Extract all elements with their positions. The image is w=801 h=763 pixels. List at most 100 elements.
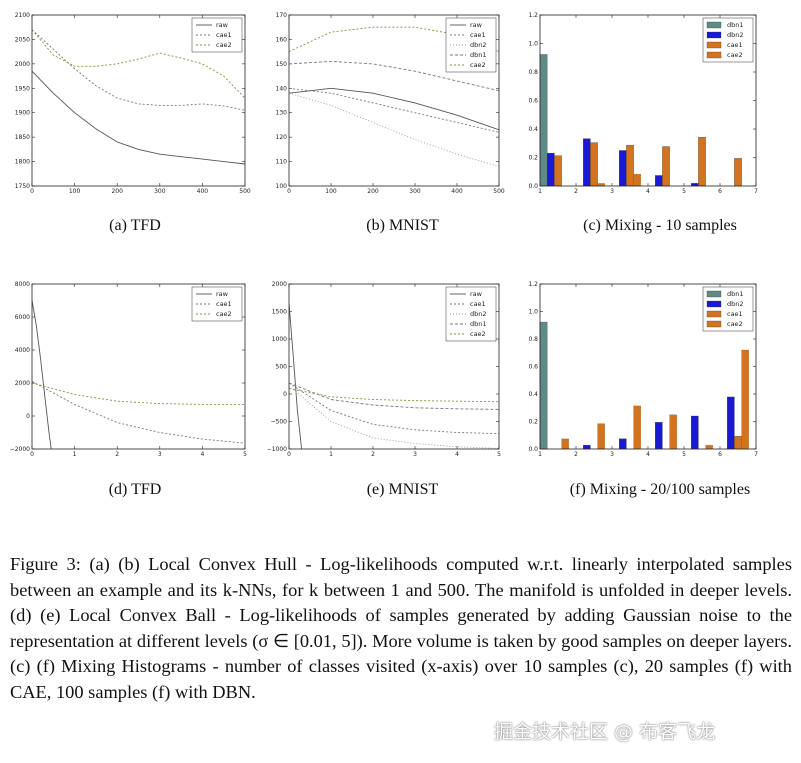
x-tick-label: 2 xyxy=(371,451,375,458)
x-tick-label: 6 xyxy=(718,188,722,195)
legend-label-cae2: cae2 xyxy=(216,41,232,49)
x-tick-label: 300 xyxy=(409,188,421,195)
legend-label-cae1: cae1 xyxy=(470,31,486,39)
y-tick-label: 100 xyxy=(276,183,288,190)
bar-cae2 xyxy=(633,174,641,187)
bar-cae1 xyxy=(626,145,634,187)
x-tick-label: 1 xyxy=(329,451,333,458)
x-tick-label: 5 xyxy=(243,451,247,458)
x-tick-label: 500 xyxy=(239,188,251,195)
bar-cae2 xyxy=(633,405,641,450)
bar-dbn2 xyxy=(619,150,627,187)
x-tick-label: 1 xyxy=(538,451,542,458)
legend-label-raw: raw xyxy=(470,290,483,298)
y-tick-label: 1900 xyxy=(15,110,30,117)
bar-cae1 xyxy=(590,142,598,187)
series-line-cae2 xyxy=(289,388,499,403)
legend-swatch-cae1 xyxy=(706,41,722,49)
y-tick-label: 2050 xyxy=(15,36,30,43)
watermark: 掘金技术社区 @ 布客飞龙 xyxy=(494,721,716,743)
series-line-dbn2 xyxy=(289,385,499,449)
legend-swatch-dbn2 xyxy=(706,300,722,308)
y-tick-label: 6000 xyxy=(15,314,30,321)
y-tick-label: 1500 xyxy=(272,309,287,316)
x-tick-label: 100 xyxy=(69,188,81,195)
y-tick-label: 1.2 xyxy=(528,12,538,19)
x-tick-label: 4 xyxy=(646,188,650,195)
x-tick-label: 4 xyxy=(646,451,650,458)
x-tick-label: 100 xyxy=(325,188,337,195)
series-line-cae1 xyxy=(32,381,245,444)
y-tick-label: 1950 xyxy=(15,85,30,92)
y-tick-label: −2000 xyxy=(10,446,30,453)
bar-cae2 xyxy=(597,183,605,187)
y-tick-label: 140 xyxy=(276,85,288,92)
legend-swatch-dbn1 xyxy=(706,290,722,298)
x-tick-label: 4 xyxy=(200,451,204,458)
y-tick-label: 1.0 xyxy=(528,309,538,316)
x-tick-label: 7 xyxy=(754,451,758,458)
panel-a: 0 100 200 300 400 500 1750 1800 1850 1900 1950 2000… xyxy=(0,0,260,200)
series-line-cae2 xyxy=(32,382,245,405)
legend-label-cae2: cae2 xyxy=(727,320,743,328)
legend-label-cae1: cae1 xyxy=(216,31,232,39)
legend-box xyxy=(445,286,497,342)
figure-caption: Figure 3: (a) (b) Local Convex Hull - Lo… xyxy=(10,554,792,702)
x-tick-label: 2 xyxy=(574,451,578,458)
bar-dbn1 xyxy=(539,54,548,187)
y-tick-label: 2000 xyxy=(272,281,287,288)
plot-frame xyxy=(288,14,500,187)
legend-label-cae1: cae1 xyxy=(727,310,743,318)
bar-dbn2 xyxy=(691,415,699,450)
legend-swatch-cae2 xyxy=(706,51,722,59)
y-tick-label: 1850 xyxy=(15,134,30,141)
series-line-dbn1 xyxy=(289,60,499,92)
x-tick-label: 400 xyxy=(197,188,209,195)
y-tick-label: 0.2 xyxy=(528,155,538,162)
plot-frame xyxy=(288,283,500,450)
panel-f: 1 2 3 4 5 6 7 0.0 0.2 0.4 0.6 0.8 1.0 1.2 dbn1 dbn2 cae1… xyxy=(516,275,766,465)
plot-frame xyxy=(31,14,246,187)
y-tick-label: 160 xyxy=(276,36,288,43)
legend-label-cae1: cae1 xyxy=(727,41,743,49)
panel-b: 0 100 200 300 400 500 100 110 120 130 140 150 160 170… xyxy=(262,0,512,200)
legend-label-cae2: cae2 xyxy=(470,330,486,338)
bar-dbn1 xyxy=(539,321,548,450)
y-tick-label: 0.2 xyxy=(528,419,538,426)
y-tick-label: 0 xyxy=(26,413,30,420)
series-line-dbn1 xyxy=(289,382,499,410)
plot-frame xyxy=(539,283,757,450)
y-tick-label: 0.6 xyxy=(528,364,538,371)
series-line-cae1 xyxy=(289,87,499,133)
x-tick-label: 5 xyxy=(682,451,686,458)
x-tick-label: 0 xyxy=(30,188,34,195)
bar-cae1 xyxy=(734,436,742,450)
legend-label-dbn1: dbn1 xyxy=(470,320,487,328)
y-tick-label: 110 xyxy=(276,159,288,166)
legend-label-dbn1: dbn1 xyxy=(727,290,744,298)
bar-dbn2 xyxy=(583,138,591,187)
plot-frame xyxy=(539,14,757,187)
y-tick-label: 0.4 xyxy=(528,126,538,133)
legend-label-dbn2: dbn2 xyxy=(727,300,744,308)
x-tick-label: 2 xyxy=(574,188,578,195)
caption-f: (f) Mixing - 20/100 samples xyxy=(569,481,751,498)
bar-dbn2 xyxy=(655,175,663,187)
legend-label-cae2: cae2 xyxy=(216,310,232,318)
legend-label-dbn1: dbn1 xyxy=(470,51,487,59)
y-tick-label: 2100 xyxy=(15,12,30,19)
y-tick-label: 1800 xyxy=(15,159,30,166)
y-tick-label: 500 xyxy=(276,364,288,371)
series-line-raw xyxy=(32,300,52,449)
x-tick-label: 3 xyxy=(610,188,614,195)
legend-label-cae2: cae2 xyxy=(727,51,743,59)
chart-tfd-convex-hull: 0 100 200 300 400 500 1750 1800 1850 1900 1950 2000… xyxy=(15,12,251,195)
legend-label-dbn2: dbn2 xyxy=(470,310,487,318)
x-tick-label: 1 xyxy=(538,188,542,195)
bar-cae2 xyxy=(741,349,749,450)
chart-mixing-20-100: 1 2 3 4 5 6 7 0.0 0.2 0.4 0.6 0.8 1.0 1.2 dbn1 dbn2 cae1… xyxy=(528,281,758,458)
series-line-cae2 xyxy=(32,29,245,99)
y-tick-label: 1.0 xyxy=(528,41,538,48)
x-tick-label: 300 xyxy=(154,188,166,195)
